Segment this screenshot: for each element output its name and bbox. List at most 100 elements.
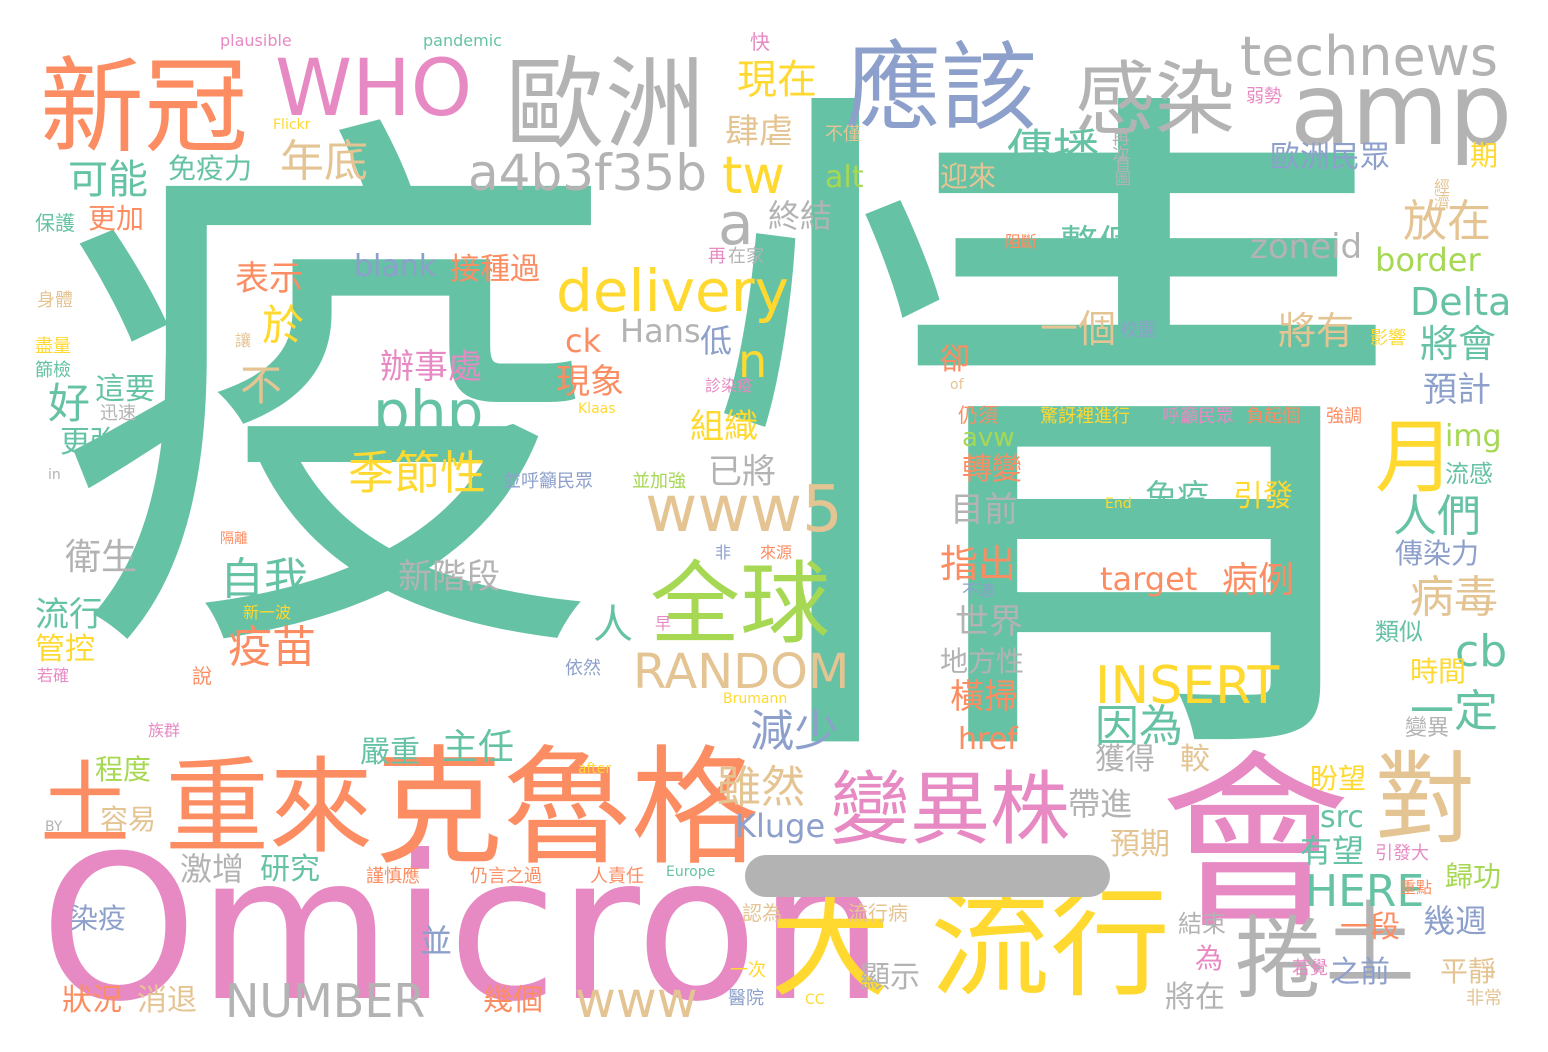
word-xianshi: 顯示 [860, 960, 920, 995]
word-qi: 期 [1470, 139, 1499, 172]
word-shenti: 身體 [37, 290, 73, 311]
word-zaici: 再次 [1109, 128, 1130, 162]
word-da: 大 [770, 875, 890, 1014]
word-random: RANDOM [633, 644, 850, 700]
word-yige: 一個 [1040, 307, 1117, 351]
word-fei: 非 [715, 543, 732, 562]
word-zhiqian: 之前 [1330, 955, 1390, 990]
word-yiding: 一定 [1410, 686, 1498, 737]
word-zheyao: 這要 [95, 372, 155, 407]
word-jiao: 較 [1180, 742, 1210, 777]
word-yinfada: 引發大 [1375, 843, 1429, 864]
word-rang: 讓 [235, 331, 252, 350]
word-ranyi: 染疫 [70, 902, 127, 935]
word-rengyan: 仍言之過 [470, 866, 542, 887]
word-zao: 早 [655, 614, 672, 633]
word-shouguan: 首圖 [1112, 155, 1131, 186]
word-yi: 疫 [55, 74, 615, 726]
word-qiangdiao: 強調 [1326, 406, 1362, 427]
word-zuduan: 阻斷 [1005, 232, 1038, 251]
word-jinliang: 盡量 [35, 336, 71, 357]
word-guigong: 歸功 [1445, 860, 1502, 893]
word-zhongdian: 重點 [1400, 878, 1433, 897]
word-a: a [718, 190, 754, 258]
word-geli: 隔離 [220, 531, 248, 547]
word-binli: 病例 [1222, 560, 1295, 601]
word-jizeng: 激增 [180, 850, 245, 888]
word-chonglai: 重來 [165, 746, 374, 868]
word-jingji: 經濟 [1431, 178, 1450, 209]
word-yiyuan: 醫院 [728, 988, 764, 1009]
word-alt: alt [825, 160, 864, 195]
word-laiyuan: 來源 [760, 543, 793, 562]
word-bing: 並 [420, 922, 453, 960]
word-zai: 再 [708, 246, 726, 267]
word-jianshao: 減少 [750, 706, 838, 757]
word-di: 低 [700, 322, 733, 360]
word-cc: CC [805, 992, 825, 1008]
word-yu: 於 [262, 301, 305, 350]
word-delivery: delivery [556, 257, 789, 325]
word-hans: Hans [620, 312, 701, 350]
word-kuai: 快 [750, 30, 770, 54]
word-rongyi: 容易 [100, 803, 157, 836]
word-brumann: Brumann [723, 691, 788, 707]
word-shuo: 說 [192, 664, 212, 688]
word-xianxiang: 現象 [556, 362, 624, 402]
word-youwang: 有望 [1300, 832, 1365, 870]
word-target: target [1100, 560, 1198, 598]
word-ruoshi: 弱勢 [1246, 86, 1282, 107]
word-href: href [958, 722, 1018, 757]
word-que: 卻 [940, 342, 970, 377]
word-hui: 會 [1160, 734, 1351, 955]
word-daijin: 帶進 [1068, 785, 1133, 823]
word-tw: tw [722, 146, 785, 206]
word-mianyi: 免疫 [1145, 477, 1210, 515]
word-jiangyou: 將有 [1278, 309, 1355, 353]
word-zuqun: 族群 [148, 721, 181, 740]
word-weisheng: 衛生 [65, 537, 138, 578]
word-yinwei: 因為 [1095, 701, 1183, 752]
word-kelugefo: 克魯格 [375, 734, 760, 883]
word-chengdu: 程度 [95, 753, 152, 786]
word-img: img [1445, 419, 1502, 454]
word-here: HERE [1305, 866, 1425, 917]
word-tu-right: 土 [1325, 892, 1415, 997]
word-php: php [373, 378, 484, 446]
word-yinfa: 引發 [1233, 479, 1293, 514]
word-after: after [578, 761, 612, 777]
word-buguang: 不僅 [825, 124, 861, 145]
word-xinjieduan: 新階段 [398, 557, 500, 597]
word-jingyanli: 驚訝裡進行 [1040, 406, 1130, 427]
word-quanqiu: 全球 [650, 552, 830, 657]
word-ck: ck [565, 322, 602, 360]
word-renzeren: 人責任 [590, 866, 644, 887]
word-yijiang: 已將 [708, 452, 776, 492]
word-zhuanbian: 轉變 [962, 452, 1022, 487]
word-zuzhi: 組織 [690, 407, 758, 447]
word-yanzhong: 嚴重 [360, 735, 420, 770]
word-shijie: 世界 [955, 602, 1023, 642]
word-panwang: 盼望 [1310, 762, 1367, 795]
word-butong: 不適 [962, 581, 995, 600]
word-ziwo: 自我 [220, 554, 308, 605]
word-liuxingbing: 流行病 [848, 901, 908, 925]
word-end: End [1105, 496, 1132, 512]
word-yiran: 依然 [565, 658, 601, 679]
word-zhengge: 整個 [1060, 222, 1137, 266]
word-bianyi: 變異 [1405, 716, 1450, 741]
word-zhenranyi: 診染疫 [705, 376, 754, 395]
word-leisi: 類似 [1375, 618, 1423, 646]
word-europe: Europe [666, 864, 716, 880]
word-yinggai: 應該 [845, 32, 1037, 144]
word-bing-huyu: 並呼籲民眾 [503, 471, 593, 492]
word-omicron: Omicron [40, 813, 885, 1046]
word-renwei: 認為 [742, 901, 782, 925]
word-blank: blank [354, 249, 437, 284]
word-huode: 獲得 [1095, 742, 1155, 777]
word-baohu: 保護 [35, 211, 75, 235]
word-yingxiang: 影響 [1370, 328, 1406, 349]
word-bingdu: 病毒 [1410, 572, 1498, 623]
word-difangxing: 地方性 [940, 645, 1025, 678]
